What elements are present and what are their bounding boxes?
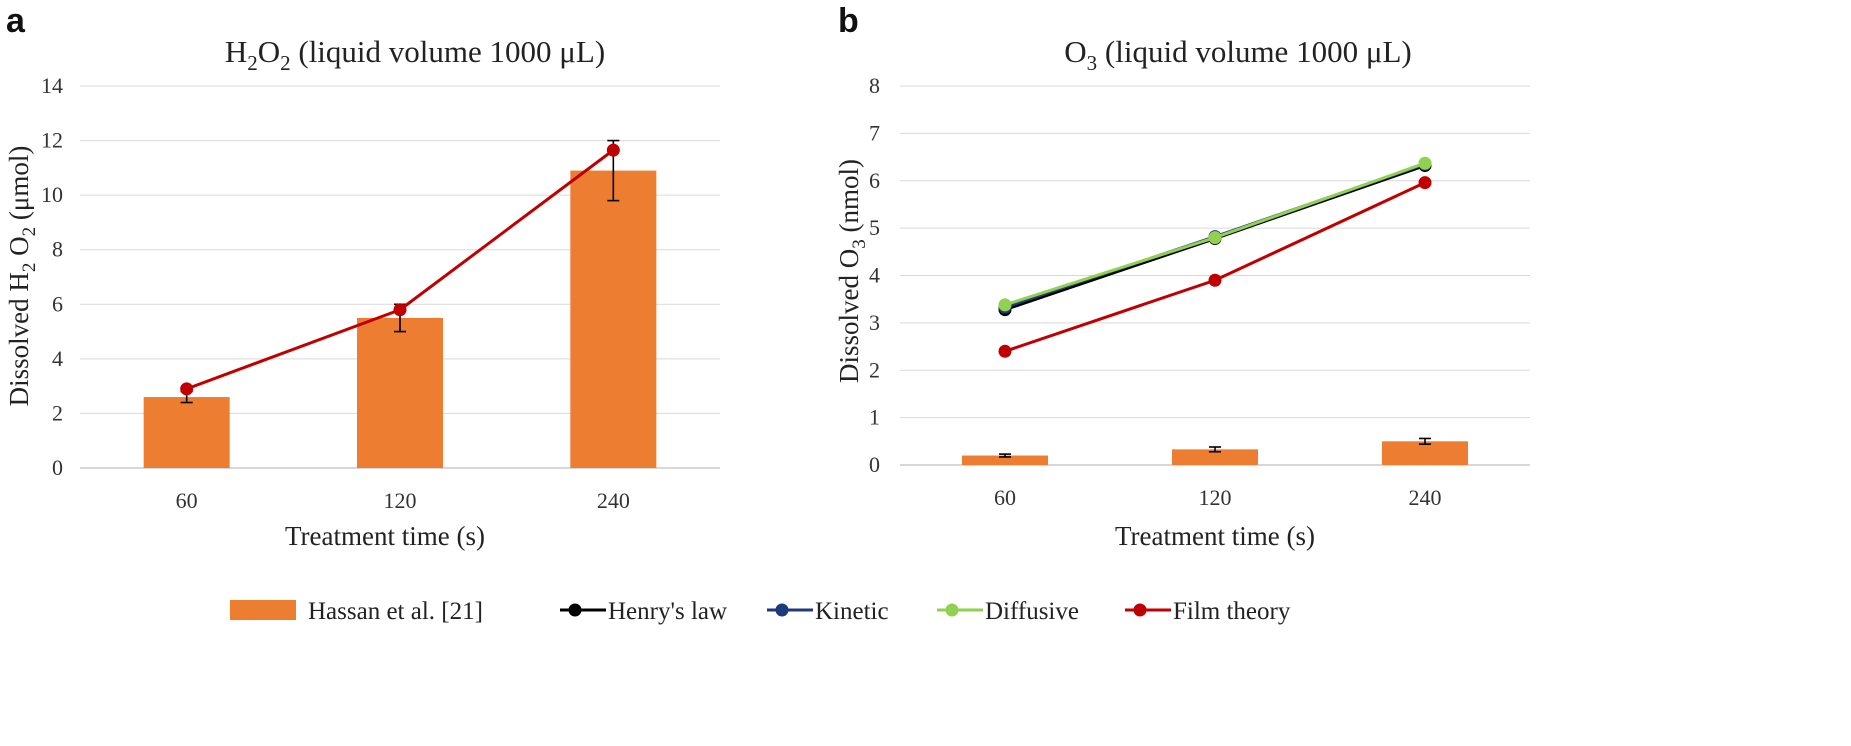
panel-b-y-tick-label: 3 (869, 310, 880, 335)
panel-b-point-film-theory (1208, 273, 1222, 287)
panel-b-y-tick-label: 0 (869, 452, 880, 477)
panel-b-point-film-theory (1418, 176, 1432, 190)
legend-entry-label: Henry's law (608, 598, 727, 625)
panel-b-y-tick-label: 6 (869, 168, 880, 193)
panel-b-plot: 0 1 2 3 4 5 6 7 8 60 120 240 (869, 73, 1530, 510)
panel-a-x-axis-label: Treatment time (s) (285, 521, 485, 551)
panel-b-point-film-theory (998, 344, 1012, 358)
panel-b-point-diffusive (998, 298, 1012, 312)
panel-a-y-tick-label: 6 (52, 291, 63, 316)
panel-b-y-tick-label: 5 (869, 215, 880, 240)
panel-a-y-tick-label: 4 (52, 346, 63, 371)
legend-entry-label: Diffusive (985, 598, 1079, 625)
legend-swatch-marker (945, 603, 959, 617)
panel-b-x-tick-label: 240 (1409, 485, 1442, 510)
legend-swatch-marker (1133, 603, 1147, 617)
panel-a-point-film-theory (606, 143, 620, 157)
panel-a-y-tick-label: 0 (52, 455, 63, 480)
panel-a-label: a (6, 2, 26, 40)
panel-b-y-tick-label: 8 (869, 73, 880, 98)
panel-a-y-tick-label: 14 (41, 73, 63, 98)
legend: Hassan et al. [21] Henry's law Kinetic Diff… (230, 598, 1291, 625)
panel-b-point-diffusive (1418, 156, 1432, 170)
panel-a-bar (143, 397, 230, 468)
panel-a-bar (357, 317, 443, 468)
panel-a-x-tick-label: 120 (384, 488, 417, 513)
panel-b-x-tick-label: 60 (994, 485, 1016, 510)
panel-b-x-tick-label: 120 (1199, 485, 1232, 510)
panel-a-point-film-theory (180, 382, 194, 396)
panel-a-bar (570, 170, 657, 469)
panel-a-y-tick-label: 10 (41, 182, 63, 207)
panel-a-plot: 0 2 4 6 8 10 12 14 60 120 240 (41, 73, 720, 513)
panel-b-y-axis-label: Dissolved O3 (nmol) (834, 159, 870, 383)
panel-a-y-tick-label: 12 (41, 128, 63, 153)
panel-b-series-line-film-theory (1004, 181, 1426, 353)
panel-b-title: O3 (liquid volume 1000 μL) (1064, 34, 1411, 75)
panel-a-title: H2O2 (liquid volume 1000 μL) (225, 34, 605, 75)
legend-entry-label: Hassan et al. [21] (308, 598, 483, 625)
panel-b-bar (1172, 449, 1258, 465)
legend-entry-label: Kinetic (815, 598, 889, 625)
legend-swatch-bar (230, 600, 296, 620)
panel-b-bar (962, 455, 1048, 465)
panel-b-y-tick-label: 7 (869, 120, 880, 145)
legend-swatch-marker (775, 603, 789, 617)
panel-b-y-tick-label: 2 (869, 357, 880, 382)
panel-a-y-tick-label: 2 (52, 400, 63, 425)
legend-entry-label: Film theory (1173, 598, 1291, 625)
panel-b-y-tick-label: 4 (869, 263, 880, 288)
legend-swatch-marker (568, 603, 582, 617)
panel-b-label: b (838, 2, 859, 40)
panel-a-y-axis-label: Dissolved H2 O2 (μmol) (4, 146, 40, 407)
panel-a-x-tick-label: 60 (176, 488, 198, 513)
panel-a-x-tick-label: 240 (597, 488, 630, 513)
panel-a-point-film-theory (393, 303, 407, 317)
panel-a-y-tick-label: 8 (52, 237, 63, 262)
panel-b-point-diffusive (1208, 231, 1222, 245)
panel-b-x-axis-label: Treatment time (s) (1115, 521, 1315, 551)
panel-b-y-tick-label: 1 (869, 405, 880, 430)
panel-b-bar (1382, 441, 1468, 465)
